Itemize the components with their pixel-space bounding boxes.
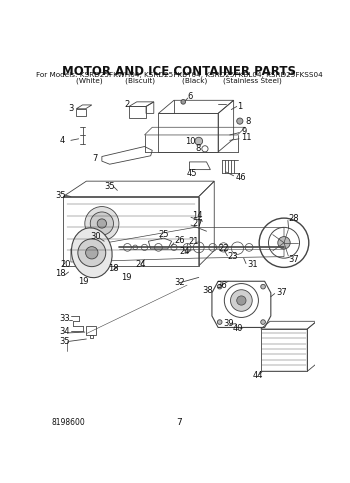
Text: 8198600: 8198600 (51, 418, 85, 427)
Text: 20: 20 (61, 260, 71, 269)
Circle shape (261, 284, 265, 289)
Circle shape (90, 212, 113, 235)
Circle shape (237, 118, 243, 124)
Text: 26: 26 (174, 236, 184, 245)
Text: 19: 19 (121, 273, 132, 282)
Text: 46: 46 (236, 173, 246, 182)
Text: (White)          (Biscuit)            (Black)       (Stainless Steel): (White) (Biscuit) (Black) (Stainless Ste… (77, 77, 282, 84)
Ellipse shape (71, 228, 112, 278)
Text: 35: 35 (104, 182, 115, 191)
Text: 25: 25 (159, 230, 169, 239)
Text: 2: 2 (124, 99, 130, 109)
Text: 14: 14 (193, 211, 203, 220)
Text: 24: 24 (179, 247, 190, 256)
Text: 30: 30 (90, 232, 101, 241)
Text: 7: 7 (176, 418, 182, 427)
Circle shape (217, 320, 222, 325)
Circle shape (217, 284, 222, 289)
Text: 9: 9 (241, 127, 247, 136)
Text: 21: 21 (188, 237, 198, 246)
Text: 45: 45 (186, 169, 197, 178)
Text: 18: 18 (55, 269, 66, 278)
Circle shape (181, 99, 186, 104)
Circle shape (195, 137, 203, 145)
Text: 1: 1 (238, 102, 243, 111)
Text: 7: 7 (92, 154, 97, 163)
Text: 33: 33 (59, 314, 70, 323)
Circle shape (237, 296, 246, 305)
Text: 24: 24 (135, 260, 146, 269)
Text: 37: 37 (276, 288, 287, 298)
Circle shape (86, 247, 98, 259)
Circle shape (278, 237, 290, 249)
Text: 8: 8 (245, 116, 251, 126)
Text: 31: 31 (247, 260, 258, 269)
Text: 23: 23 (228, 252, 238, 261)
Text: 38: 38 (203, 286, 214, 295)
Text: 44: 44 (253, 370, 264, 380)
Text: MOTOR AND ICE CONTAINER PARTS: MOTOR AND ICE CONTAINER PARTS (62, 65, 296, 78)
Circle shape (261, 320, 265, 325)
Text: 4: 4 (59, 136, 64, 145)
Text: 10: 10 (185, 137, 195, 145)
Text: 32: 32 (174, 278, 184, 287)
Circle shape (78, 239, 106, 267)
Text: 39: 39 (224, 319, 234, 328)
Text: 27: 27 (193, 219, 203, 228)
Text: 28: 28 (289, 213, 299, 223)
Text: 3: 3 (69, 103, 74, 113)
Text: 35: 35 (59, 337, 70, 346)
Text: 35: 35 (55, 190, 66, 199)
Text: 36: 36 (216, 281, 226, 290)
Text: 18: 18 (108, 264, 119, 273)
Text: 19: 19 (78, 277, 88, 286)
Circle shape (231, 290, 252, 311)
Text: 40: 40 (233, 324, 243, 333)
Text: 11: 11 (241, 133, 252, 142)
Text: 22: 22 (218, 244, 229, 254)
Text: 8: 8 (196, 143, 201, 153)
Text: For Models: KSRD25FKWH04, KSRD25FKBT04, KSRD25FKBL04, KSRD25FKSS04: For Models: KSRD25FKWH04, KSRD25FKBT04, … (36, 72, 323, 78)
Text: 37: 37 (289, 255, 299, 264)
Circle shape (85, 207, 119, 241)
Circle shape (97, 219, 106, 228)
Text: 34: 34 (59, 327, 70, 336)
Text: 6: 6 (187, 92, 192, 101)
